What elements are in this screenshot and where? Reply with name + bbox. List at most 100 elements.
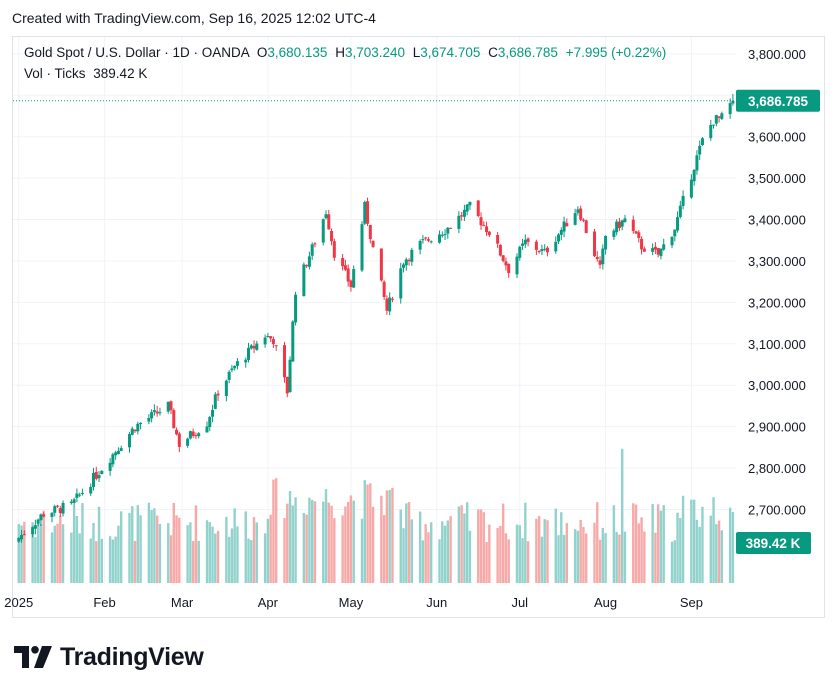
last-price-tag <box>736 89 820 112</box>
volume-bar <box>518 525 521 583</box>
candle-body <box>133 430 137 432</box>
candle-body <box>673 229 677 237</box>
candle-body <box>615 221 619 233</box>
volume-bar <box>136 505 139 583</box>
candle-body <box>457 215 461 229</box>
candle-body <box>20 535 24 540</box>
volume-bar <box>197 540 200 583</box>
candle-body <box>388 297 392 312</box>
candle-body <box>17 537 21 542</box>
volume-bar <box>573 529 577 583</box>
low-value: 3,674.705 <box>420 45 481 60</box>
candle-body <box>720 113 724 119</box>
volume-bar <box>670 541 674 583</box>
volume-bar <box>95 541 98 583</box>
candle-body <box>446 227 450 234</box>
volume-bar <box>78 533 81 583</box>
volume-bar <box>585 533 588 583</box>
volume-bar <box>463 513 466 583</box>
price-tick-label: 3,000.000 <box>748 378 806 393</box>
candle-body <box>366 201 370 224</box>
candle-body <box>274 345 278 347</box>
candle-body <box>623 218 627 222</box>
candle-body <box>349 280 353 288</box>
candle-body <box>637 232 641 238</box>
volume-bar <box>698 526 701 583</box>
volume-bar <box>620 448 624 583</box>
volume-bar <box>507 539 510 583</box>
volume-bar <box>114 536 117 583</box>
candle-body <box>598 260 602 265</box>
candle-body <box>676 217 680 231</box>
volume-bar <box>441 521 444 583</box>
volume-bar <box>562 534 566 583</box>
candle-body <box>78 494 82 496</box>
volume-bar <box>526 541 530 583</box>
volume-bar <box>596 502 599 583</box>
ohlc-legend: Gold Spot / U.S. Dollar · 1D · OANDA O 3,… <box>24 45 666 60</box>
candle-body <box>282 345 286 378</box>
candle-body <box>92 472 96 488</box>
candle-body <box>424 237 428 239</box>
volume-bar <box>255 522 259 583</box>
volume-bar <box>540 536 544 583</box>
volume-bar <box>546 520 549 583</box>
volume-bar <box>695 519 699 583</box>
volume-bar <box>211 526 214 583</box>
volume-bar <box>294 497 297 583</box>
symbol-title[interactable]: Gold Spot / U.S. Dollar · 1D · OANDA <box>24 45 250 60</box>
volume-bar <box>399 509 402 583</box>
candle-body <box>147 418 151 422</box>
candle-body <box>565 223 569 227</box>
candle-body <box>651 248 655 252</box>
volume-bar <box>579 519 582 583</box>
candle-body <box>659 248 663 257</box>
volume-bar <box>61 524 65 583</box>
candle-body <box>485 226 489 233</box>
volume-bar <box>479 509 483 583</box>
volume-bar <box>42 510 45 583</box>
volume-bar <box>189 522 192 583</box>
candle-body <box>22 534 26 536</box>
volume-bar <box>205 520 209 583</box>
volume-bar <box>654 532 657 583</box>
volume-bar <box>692 499 696 583</box>
volume-bar <box>662 505 665 583</box>
candle-body <box>634 231 638 234</box>
volume-bar <box>172 502 175 583</box>
candle-body <box>717 116 721 118</box>
volume-bar <box>380 495 383 583</box>
candle-body <box>197 433 201 437</box>
volume-bar <box>681 495 685 583</box>
volume-bar <box>535 518 538 583</box>
candle-body <box>343 265 347 270</box>
volume-bar <box>274 478 278 583</box>
change-value: +7.995 (+0.22%) <box>565 45 667 60</box>
volume-bar <box>97 506 101 583</box>
candle-body <box>321 219 325 243</box>
volume-bar <box>291 505 294 583</box>
candle-body <box>487 231 491 236</box>
time-tick-label: Apr <box>258 595 279 610</box>
candle-body <box>291 321 295 362</box>
volume-bar <box>709 515 712 583</box>
tradingview-logo[interactable]: TradingView <box>14 642 204 672</box>
open-label: O <box>256 45 268 60</box>
volume-bar <box>576 530 580 583</box>
candles <box>17 93 735 543</box>
volume-bar <box>560 512 563 583</box>
candle-body <box>94 471 98 479</box>
volume-bar <box>601 527 605 583</box>
candle-body <box>540 248 544 252</box>
volume-bar <box>153 508 156 583</box>
volume-bar <box>327 502 330 583</box>
candle-body <box>440 234 444 236</box>
volume-bar <box>604 533 607 583</box>
volume-bar <box>158 524 162 583</box>
candle-body <box>327 214 331 230</box>
volume-label[interactable]: Vol · Ticks <box>24 66 86 81</box>
candle-body <box>404 259 408 266</box>
volume-bar <box>369 483 372 583</box>
candle-body <box>501 255 505 262</box>
